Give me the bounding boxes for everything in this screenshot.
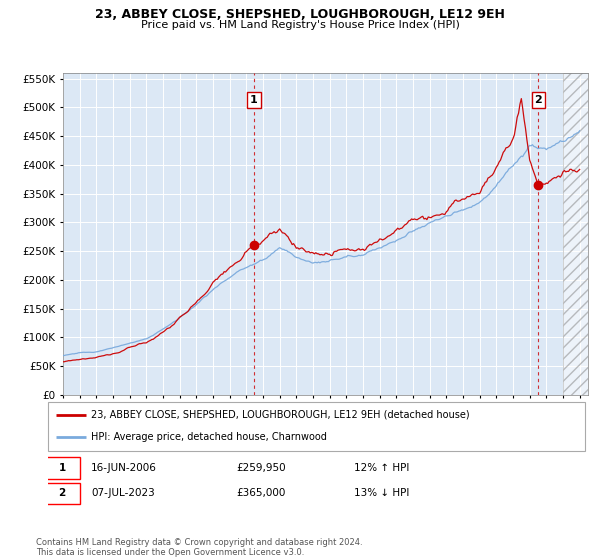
- FancyBboxPatch shape: [44, 458, 80, 479]
- Text: £259,950: £259,950: [236, 463, 286, 473]
- Text: 2: 2: [535, 95, 542, 105]
- FancyBboxPatch shape: [44, 483, 80, 504]
- Text: HPI: Average price, detached house, Charnwood: HPI: Average price, detached house, Char…: [91, 432, 327, 442]
- Text: 16-JUN-2006: 16-JUN-2006: [91, 463, 157, 473]
- Text: 1: 1: [58, 463, 65, 473]
- Bar: [563, 73, 588, 395]
- Text: 13% ↓ HPI: 13% ↓ HPI: [354, 488, 409, 498]
- Text: £365,000: £365,000: [236, 488, 286, 498]
- Text: 23, ABBEY CLOSE, SHEPSHED, LOUGHBOROUGH, LE12 9EH (detached house): 23, ABBEY CLOSE, SHEPSHED, LOUGHBOROUGH,…: [91, 410, 470, 420]
- Text: Contains HM Land Registry data © Crown copyright and database right 2024.
This d: Contains HM Land Registry data © Crown c…: [36, 538, 362, 557]
- Text: 2: 2: [58, 488, 65, 498]
- Text: Price paid vs. HM Land Registry's House Price Index (HPI): Price paid vs. HM Land Registry's House …: [140, 20, 460, 30]
- Text: 12% ↑ HPI: 12% ↑ HPI: [354, 463, 409, 473]
- Text: 1: 1: [250, 95, 258, 105]
- Text: 23, ABBEY CLOSE, SHEPSHED, LOUGHBOROUGH, LE12 9EH: 23, ABBEY CLOSE, SHEPSHED, LOUGHBOROUGH,…: [95, 8, 505, 21]
- FancyBboxPatch shape: [48, 402, 585, 451]
- Text: 07-JUL-2023: 07-JUL-2023: [91, 488, 155, 498]
